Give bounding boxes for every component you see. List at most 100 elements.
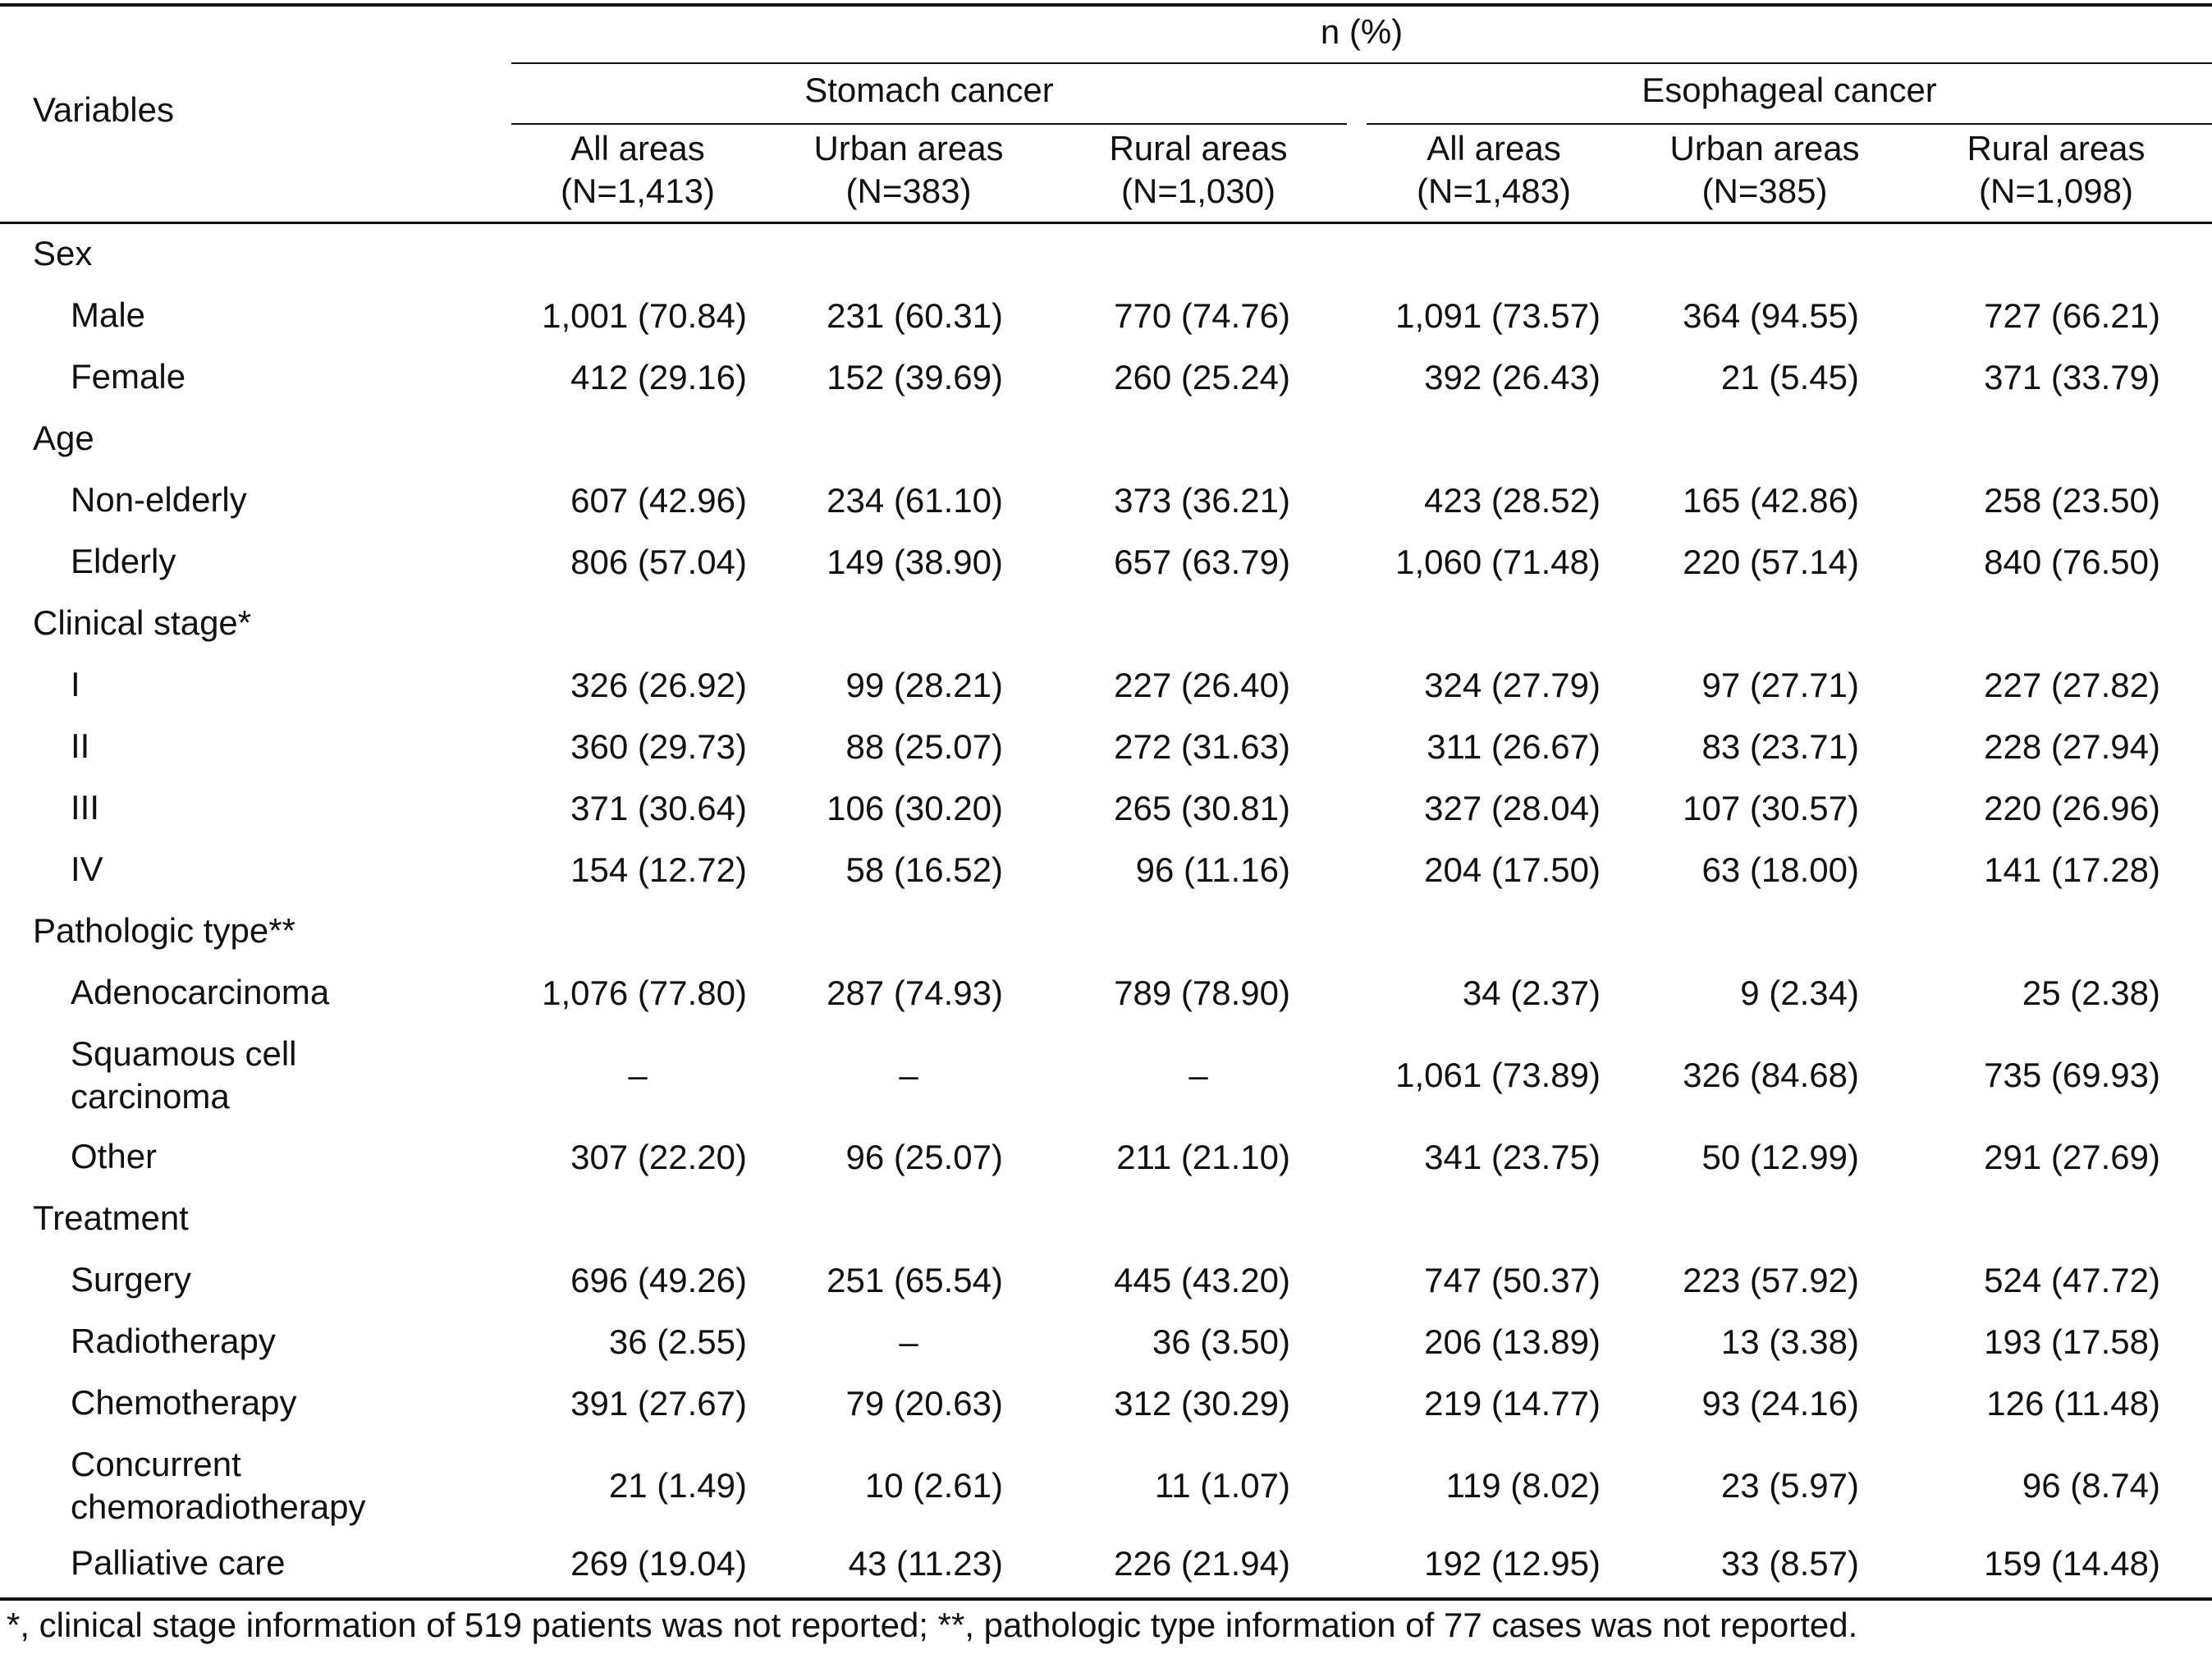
column-header-2-line2: (N=383) bbox=[845, 172, 972, 210]
row-label: Chemotherapy bbox=[71, 1383, 297, 1422]
column-header-2-line1: Urban areas bbox=[813, 129, 1004, 167]
table-cell: 97 (27.71) bbox=[1701, 666, 1859, 704]
table-cell: 204 (17.50) bbox=[1424, 850, 1601, 889]
row-label: I bbox=[71, 665, 80, 703]
table-cell: 193 (17.58) bbox=[1984, 1322, 2160, 1361]
table-cell: 154 (12.72) bbox=[570, 850, 747, 889]
table-cell: 1,001 (70.84) bbox=[542, 296, 747, 335]
table-cell: 311 (26.67) bbox=[1427, 727, 1601, 766]
table-cell: 96 (25.07) bbox=[845, 1138, 1003, 1176]
table-cell: 192 (12.95) bbox=[1424, 1544, 1601, 1583]
table-cell: 272 (31.63) bbox=[1114, 727, 1290, 766]
table-cell: 360 (29.73) bbox=[570, 727, 747, 766]
table-cell: 251 (65.54) bbox=[827, 1261, 1003, 1299]
table-cell: 119 (8.02) bbox=[1445, 1466, 1601, 1505]
table-cell: 735 (69.93) bbox=[1984, 1056, 2160, 1094]
table-cell: 83 (23.71) bbox=[1701, 727, 1859, 766]
column-header-6-line2: (N=1,098) bbox=[1979, 172, 2133, 210]
table-cell: 312 (30.29) bbox=[1114, 1384, 1290, 1423]
table-cell: 141 (17.28) bbox=[1984, 850, 2160, 889]
footnote: *, clinical stage information of 519 pat… bbox=[7, 1606, 1858, 1644]
table-cell: 696 (49.26) bbox=[570, 1261, 747, 1299]
esophageal-group-rule bbox=[1367, 123, 2212, 125]
table-cell: 265 (30.81) bbox=[1114, 789, 1290, 827]
table-cell: 269 (19.04) bbox=[570, 1544, 747, 1583]
table-cell: 1,091 (73.57) bbox=[1395, 296, 1601, 335]
table-cell: 159 (14.48) bbox=[1984, 1544, 2160, 1583]
table-cell: 9 (2.34) bbox=[1740, 974, 1859, 1012]
table-cell: 327 (28.04) bbox=[1424, 789, 1601, 827]
row-label: III bbox=[71, 788, 100, 827]
table-cell: 33 (8.57) bbox=[1720, 1544, 1859, 1583]
table-cell: 206 (13.89) bbox=[1424, 1322, 1601, 1361]
header-bottom-rule bbox=[0, 222, 2212, 224]
stomach-group-rule bbox=[511, 123, 1347, 125]
row-label: Squamous cell carcinoma bbox=[71, 1034, 297, 1116]
row-section-label: Age bbox=[33, 419, 94, 457]
table-cell: 227 (26.40) bbox=[1114, 666, 1290, 704]
row-label: II bbox=[71, 726, 90, 765]
table-cell: 10 (2.61) bbox=[864, 1466, 1003, 1505]
table-cell: – bbox=[899, 1056, 918, 1094]
table-cell: 324 (27.79) bbox=[1424, 666, 1601, 704]
table-cell: 88 (25.07) bbox=[845, 727, 1003, 766]
table-cell: 747 (50.37) bbox=[1424, 1261, 1601, 1299]
table-cell: 840 (76.50) bbox=[1984, 543, 2160, 581]
table-cell: 364 (94.55) bbox=[1683, 296, 1859, 335]
table-cell: 79 (20.63) bbox=[845, 1384, 1003, 1423]
table-cell: 770 (74.76) bbox=[1114, 296, 1290, 335]
table-cell: 392 (26.43) bbox=[1424, 358, 1601, 396]
row-label: Radiotherapy bbox=[71, 1322, 276, 1360]
table-cell: 657 (63.79) bbox=[1114, 543, 1290, 581]
table-cell: 445 (43.20) bbox=[1114, 1261, 1290, 1299]
table-cell: 152 (39.69) bbox=[827, 358, 1003, 396]
table-cell: 727 (66.21) bbox=[1984, 296, 2160, 335]
table-cell: 211 (21.10) bbox=[1116, 1138, 1290, 1176]
table-cell: 391 (27.67) bbox=[570, 1384, 747, 1423]
table-cell: 234 (61.10) bbox=[827, 481, 1003, 520]
esophageal-cancer-header: Esophageal cancer bbox=[1642, 71, 1937, 109]
table-cell: 11 (1.07) bbox=[1155, 1466, 1290, 1505]
table-cell: 341 (23.75) bbox=[1424, 1138, 1601, 1176]
table-cell: 126 (11.48) bbox=[1986, 1384, 2160, 1423]
table-cell: 326 (26.92) bbox=[570, 666, 747, 704]
row-label: Male bbox=[71, 296, 146, 334]
row-label: IV bbox=[71, 850, 103, 888]
table-cell: 373 (36.21) bbox=[1114, 481, 1290, 520]
row-label: Female bbox=[71, 357, 186, 396]
column-header-1-line2: (N=1,413) bbox=[561, 172, 715, 210]
table-cell: 287 (74.93) bbox=[827, 974, 1003, 1012]
column-header-3-line2: (N=1,030) bbox=[1121, 172, 1275, 210]
table-cell: 13 (3.38) bbox=[1720, 1322, 1859, 1361]
column-header-1-line1: All areas bbox=[570, 129, 705, 167]
column-header-3-line1: Rural areas bbox=[1109, 129, 1288, 167]
row-section-label: Pathologic type** bbox=[33, 911, 295, 950]
table-cell: 326 (84.68) bbox=[1683, 1056, 1859, 1094]
row-section-label: Treatment bbox=[33, 1198, 189, 1237]
table-cell: 220 (26.96) bbox=[1984, 789, 2160, 827]
table-cell: – bbox=[1188, 1056, 1208, 1094]
table-cell: 371 (33.79) bbox=[1984, 358, 2160, 396]
column-header-4-line1: All areas bbox=[1427, 129, 1561, 167]
table-cell: 226 (21.94) bbox=[1114, 1544, 1290, 1583]
table-cell: 231 (60.31) bbox=[827, 296, 1003, 335]
table-cell: 371 (30.64) bbox=[570, 789, 747, 827]
table-cell: – bbox=[628, 1056, 648, 1094]
table-cell: 423 (28.52) bbox=[1424, 481, 1601, 520]
row-section-label: Sex bbox=[33, 234, 93, 273]
table-cell: 789 (78.90) bbox=[1114, 974, 1290, 1012]
row-label: Palliative care bbox=[71, 1543, 286, 1582]
table-cell: 99 (28.21) bbox=[845, 666, 1003, 704]
table-cell: 36 (3.50) bbox=[1152, 1322, 1290, 1361]
row-label: Surgery bbox=[71, 1260, 192, 1299]
table-cell: 1,061 (73.89) bbox=[1395, 1056, 1601, 1094]
bottom-rule bbox=[0, 1597, 2212, 1601]
table-cell: 25 (2.38) bbox=[2022, 974, 2160, 1012]
measure-header: n (%) bbox=[1320, 12, 1404, 51]
table-cell: 260 (25.24) bbox=[1114, 358, 1290, 396]
variables-header: Variables bbox=[33, 90, 174, 129]
top-rule bbox=[0, 3, 2212, 7]
table-cell: 223 (57.92) bbox=[1683, 1261, 1859, 1299]
table-cell: 219 (14.77) bbox=[1424, 1384, 1601, 1423]
